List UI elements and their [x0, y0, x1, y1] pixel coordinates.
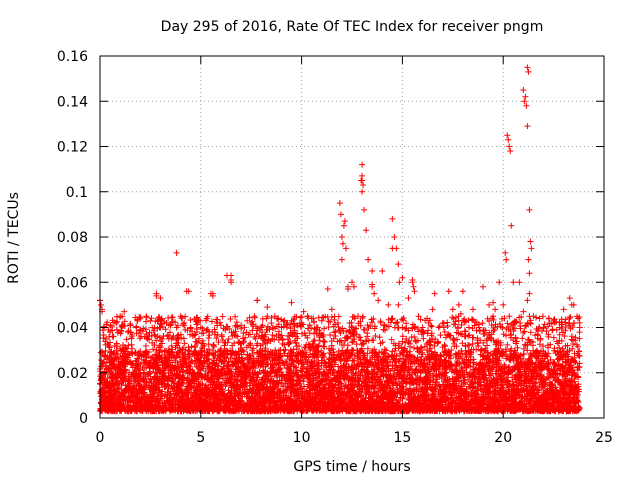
band-point: [397, 350, 404, 357]
band-point: [490, 364, 497, 371]
band-point: [524, 347, 531, 354]
band-point: [172, 357, 179, 364]
band-point: [281, 350, 288, 357]
data-points: [97, 64, 583, 415]
band-point: [339, 347, 346, 354]
band-point: [129, 350, 136, 357]
band-point: [225, 387, 232, 394]
